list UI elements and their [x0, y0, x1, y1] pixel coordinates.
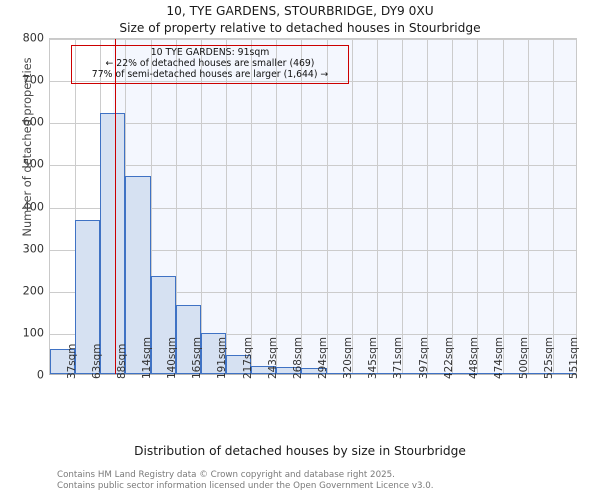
gridline-horizontal — [50, 39, 576, 40]
gridline-vertical — [301, 39, 303, 374]
x-tick-label: 422sqm — [442, 337, 455, 379]
x-tick-label: 140sqm — [166, 337, 179, 379]
bar-191sqm — [200, 333, 226, 374]
gridline-horizontal — [50, 165, 576, 167]
gridline-vertical — [376, 39, 378, 374]
y-tick-label: 0 — [36, 368, 44, 382]
x-tick-label: 268sqm — [291, 337, 304, 379]
y-axis-label: Number of detached properties — [20, 57, 34, 237]
x-tick-label: 371sqm — [392, 337, 405, 379]
footer-line-2: Contains public sector information licen… — [57, 480, 434, 491]
gridline-horizontal — [50, 81, 576, 83]
x-tick-label: 63sqm — [90, 343, 103, 379]
x-tick-label: 474sqm — [493, 337, 505, 379]
x-tick-label: 500sqm — [518, 337, 531, 379]
annotation-line-3: 77% of semi-detached houses are larger (… — [91, 68, 329, 80]
bar-320sqm — [326, 372, 352, 374]
gridline-vertical — [527, 39, 529, 374]
gridline-vertical — [477, 39, 479, 374]
annotation-line-2: ← 22% of detached houses are smaller (46… — [105, 57, 315, 69]
gridline-vertical — [502, 39, 504, 374]
bar-474sqm — [477, 373, 503, 374]
x-tick-label: 191sqm — [216, 337, 229, 379]
bar-397sqm — [402, 373, 428, 374]
x-tick-label: 243sqm — [266, 337, 279, 379]
x-tick-label: 217sqm — [241, 337, 254, 379]
gridline-vertical — [251, 39, 253, 374]
bar-422sqm — [427, 372, 453, 374]
x-tick-label: 37sqm — [65, 343, 78, 379]
bar-551sqm — [552, 373, 576, 374]
gridline-vertical — [402, 39, 403, 374]
bar-140sqm — [150, 275, 176, 374]
gridline-horizontal — [50, 123, 576, 125]
bar-243sqm — [251, 365, 277, 374]
x-tick-label: 345sqm — [367, 337, 380, 379]
page-title: 10, TYE GARDENS, STOURBRIDGE, DY9 0XU — [166, 4, 434, 18]
x-axis-label: Distribution of detached houses by size … — [134, 444, 466, 458]
bar-500sqm — [502, 373, 528, 374]
x-tick-label: 397sqm — [417, 337, 430, 379]
x-tick-label: 448sqm — [467, 337, 480, 379]
bar-217sqm — [226, 355, 252, 374]
y-tick-label: 100 — [22, 326, 44, 340]
footer-attribution: Contains HM Land Registry data © Crown c… — [57, 470, 434, 491]
x-tick-label: 525sqm — [543, 337, 556, 379]
bar-114sqm — [125, 176, 151, 374]
bar-268sqm — [276, 366, 302, 374]
gridline-vertical — [200, 39, 202, 374]
x-tick-label: 551sqm — [568, 337, 581, 379]
property-marker-line — [114, 39, 117, 374]
x-tick-label: 320sqm — [342, 337, 355, 379]
gridline-horizontal — [50, 291, 576, 293]
gridline-vertical — [326, 39, 328, 374]
bar-63sqm — [75, 220, 101, 374]
annotation-line-1: 10 TYE GARDENS: 91sqm — [150, 47, 270, 58]
gridline-vertical — [452, 39, 454, 374]
gridline-vertical — [150, 39, 152, 374]
page-subtitle: Size of property relative to detached ho… — [119, 21, 481, 35]
gridline-horizontal — [50, 333, 576, 335]
bar-448sqm — [452, 373, 478, 374]
bar-371sqm — [376, 373, 402, 374]
gridline-horizontal — [50, 207, 576, 209]
gridline-vertical — [552, 39, 554, 374]
plot-area — [49, 38, 577, 375]
bar-294sqm — [301, 367, 327, 374]
title-block: 10, TYE GARDENS, STOURBRIDGE, DY9 0XU Si… — [0, 0, 600, 37]
x-tick-label: 88sqm — [115, 343, 128, 379]
gridline-vertical — [226, 39, 227, 374]
annotation-box: 10 TYE GARDENS: 91sqm ← 22% of detached … — [71, 45, 349, 85]
bar-88sqm — [100, 112, 126, 374]
gridline-vertical — [276, 39, 278, 374]
bar-37sqm — [50, 348, 76, 374]
bar-345sqm — [351, 373, 377, 374]
gridline-vertical — [75, 39, 77, 374]
gridline-vertical — [351, 39, 353, 374]
x-tick-label: 114sqm — [141, 337, 153, 379]
bar-165sqm — [175, 305, 201, 374]
x-tick-label: 294sqm — [317, 337, 329, 379]
bar-525sqm — [527, 373, 553, 374]
gridline-vertical — [175, 39, 177, 374]
footer-line-1: Contains HM Land Registry data © Crown c… — [57, 470, 395, 480]
gridline-horizontal — [50, 249, 576, 251]
x-tick-label: 165sqm — [191, 337, 204, 379]
gridline-vertical — [427, 39, 429, 374]
